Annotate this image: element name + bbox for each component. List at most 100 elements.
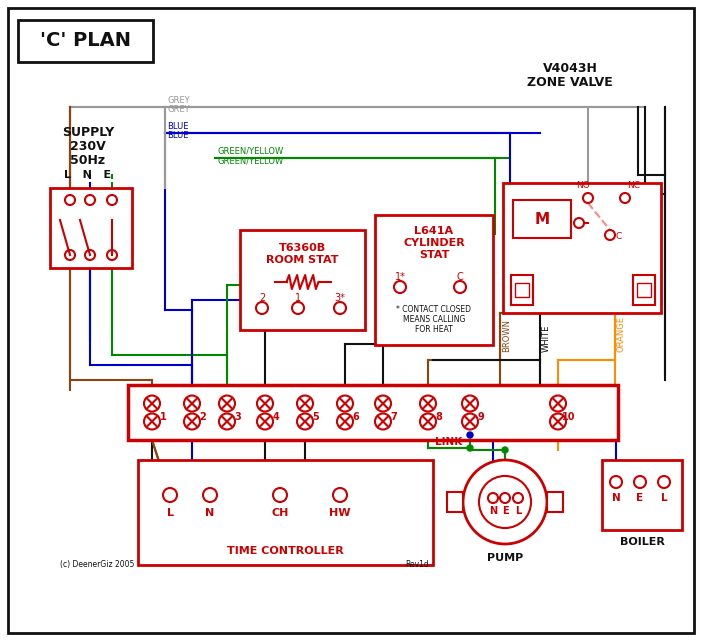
Bar: [375, 215, 493, 345]
Circle shape: [219, 395, 235, 412]
Text: V4043H: V4043H: [543, 62, 597, 74]
Circle shape: [463, 460, 547, 544]
Bar: [633, 275, 655, 305]
Text: STAT: STAT: [419, 250, 449, 260]
Circle shape: [184, 395, 200, 412]
Text: GREEN/YELLOW: GREEN/YELLOW: [217, 147, 283, 156]
Bar: [138, 460, 433, 565]
Bar: [602, 460, 682, 530]
Text: NO: NO: [576, 181, 590, 190]
Circle shape: [658, 476, 670, 488]
Circle shape: [65, 195, 75, 205]
Circle shape: [550, 413, 566, 429]
Text: 5: 5: [312, 412, 319, 422]
Text: E: E: [502, 506, 508, 516]
Circle shape: [163, 488, 177, 502]
Circle shape: [297, 395, 313, 412]
Text: C: C: [456, 272, 463, 282]
Text: * CONTACT CLOSED: * CONTACT CLOSED: [397, 306, 472, 315]
Text: BROWN: BROWN: [502, 319, 511, 352]
Text: LINK: LINK: [435, 437, 463, 447]
Circle shape: [65, 250, 75, 260]
Text: FOR HEAT: FOR HEAT: [415, 326, 453, 335]
Circle shape: [85, 250, 95, 260]
Text: BLUE: BLUE: [167, 131, 189, 140]
Circle shape: [297, 413, 313, 429]
Circle shape: [634, 476, 646, 488]
Circle shape: [574, 218, 584, 228]
Text: ZONE VALVE: ZONE VALVE: [527, 76, 613, 88]
Text: L   N   E: L N E: [65, 170, 112, 180]
Text: 9: 9: [477, 412, 484, 422]
Bar: [447, 492, 463, 512]
Text: N: N: [489, 506, 497, 516]
Circle shape: [420, 413, 436, 429]
Circle shape: [337, 395, 353, 412]
Circle shape: [292, 302, 304, 314]
Circle shape: [144, 413, 160, 429]
Circle shape: [85, 195, 95, 205]
Text: 6: 6: [352, 412, 359, 422]
Text: 7: 7: [390, 412, 397, 422]
Text: SUPPLY: SUPPLY: [62, 126, 114, 140]
Circle shape: [337, 413, 353, 429]
Circle shape: [620, 193, 630, 203]
Text: E: E: [637, 493, 644, 503]
Circle shape: [513, 493, 523, 503]
Circle shape: [375, 395, 391, 412]
Text: TIME CONTROLLER: TIME CONTROLLER: [227, 546, 344, 556]
Bar: [128, 385, 618, 440]
Circle shape: [550, 395, 566, 412]
Circle shape: [273, 488, 287, 502]
Text: BLUE: BLUE: [167, 122, 189, 131]
Text: 230V: 230V: [70, 140, 106, 153]
Circle shape: [502, 447, 508, 453]
Circle shape: [610, 476, 622, 488]
Text: 3: 3: [234, 412, 241, 422]
Text: CYLINDER: CYLINDER: [403, 238, 465, 248]
Text: L: L: [515, 506, 521, 516]
Text: C: C: [616, 232, 622, 241]
Circle shape: [420, 395, 436, 412]
Bar: [511, 275, 533, 305]
Circle shape: [488, 493, 498, 503]
Text: GREEN/YELLOW: GREEN/YELLOW: [217, 156, 283, 165]
Text: MEANS CALLING: MEANS CALLING: [403, 315, 465, 324]
Text: PUMP: PUMP: [487, 553, 523, 563]
Text: L: L: [661, 493, 668, 503]
Bar: [50, 188, 132, 268]
Circle shape: [467, 445, 473, 451]
Circle shape: [467, 432, 473, 438]
Circle shape: [203, 488, 217, 502]
Text: GREY: GREY: [167, 96, 190, 105]
Circle shape: [462, 413, 478, 429]
Text: ORANGE: ORANGE: [617, 316, 626, 352]
Circle shape: [219, 413, 235, 429]
Circle shape: [257, 413, 273, 429]
Circle shape: [107, 250, 117, 260]
Bar: [503, 183, 661, 313]
Text: (c) DeenerGiz 2005: (c) DeenerGiz 2005: [60, 560, 134, 569]
Text: N: N: [206, 508, 215, 518]
Circle shape: [583, 193, 593, 203]
Text: 8: 8: [435, 412, 442, 422]
Circle shape: [334, 302, 346, 314]
Bar: [515, 283, 529, 297]
Bar: [637, 283, 651, 297]
Bar: [547, 492, 563, 512]
Text: ROOM STAT: ROOM STAT: [266, 255, 339, 265]
Circle shape: [256, 302, 268, 314]
Circle shape: [144, 395, 160, 412]
Circle shape: [454, 281, 466, 293]
Circle shape: [605, 230, 615, 240]
Circle shape: [107, 195, 117, 205]
Text: GREY: GREY: [167, 105, 190, 114]
Text: 2: 2: [199, 412, 206, 422]
Bar: [18, 20, 153, 62]
Text: 'C' PLAN: 'C' PLAN: [39, 31, 131, 51]
Text: 1: 1: [159, 412, 166, 422]
Text: 1*: 1*: [395, 272, 406, 282]
Text: BOILER: BOILER: [620, 537, 664, 547]
Circle shape: [257, 395, 273, 412]
Text: NC: NC: [627, 181, 640, 190]
